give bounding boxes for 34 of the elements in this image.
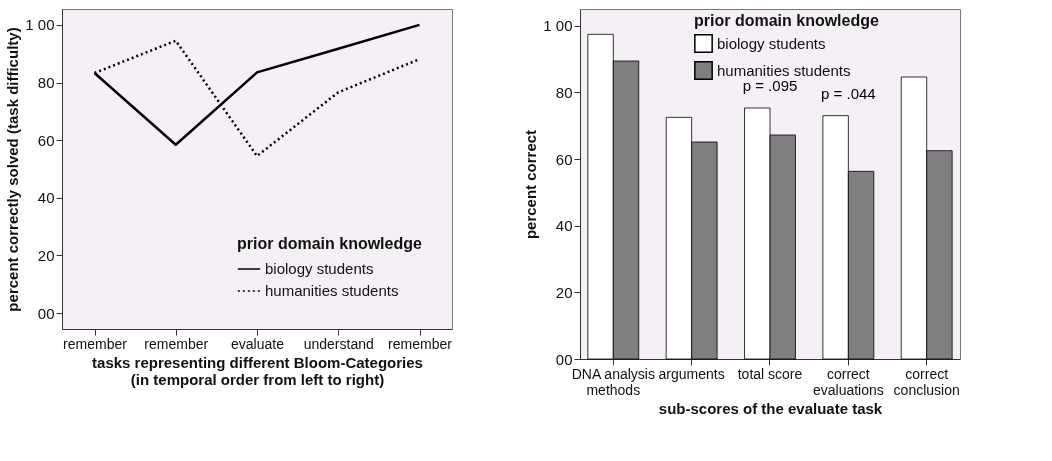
legend-label: humanities students <box>265 282 399 299</box>
y-tick-label: 40 <box>555 217 573 235</box>
y-tick-label: 1 00 <box>543 17 573 35</box>
legend-title: prior domain knowledge <box>694 12 880 29</box>
y-tick-label: 60 <box>555 150 573 168</box>
x-tick-label: correct conclusion <box>893 365 960 398</box>
x-tick-label: understand <box>303 335 374 352</box>
x-tick-label: remember <box>388 335 453 352</box>
y-tick-label: 20 <box>37 246 55 264</box>
y-tick-label: 00 <box>37 304 55 322</box>
legend-label: biology students <box>717 34 826 52</box>
y-tick-label: 1 00 <box>25 16 55 34</box>
y-axis-title: percent correct <box>522 129 540 240</box>
legend-title: prior domain knowledge <box>237 235 423 252</box>
x-tick-label: correct evaluations <box>812 365 884 398</box>
annotation: p = .095 <box>742 77 798 94</box>
x-tick-label: evaluate <box>231 335 285 352</box>
y-tick-label: 00 <box>555 350 573 368</box>
x-axis-title: tasks representing different Bloom-Categories (in temporal order from left to right) <box>92 353 423 388</box>
y-tick-label: 80 <box>555 83 573 101</box>
annotation: p = .044 <box>821 84 876 102</box>
x-axis-title: sub-scores of the evaluate task <box>658 399 883 417</box>
y-tick-label: 80 <box>37 74 55 92</box>
y-axis-title: percent correctly solved (task difficulty) <box>4 27 22 312</box>
y-tick-label: 20 <box>555 283 573 301</box>
x-tick-label: remember <box>144 335 209 352</box>
legend-label: humanities students <box>717 61 851 79</box>
y-tick-label: 60 <box>37 131 55 149</box>
x-tick-label: DNA analysis methods <box>571 365 655 398</box>
x-tick-label: total score <box>737 365 803 382</box>
x-tick-label: arguments <box>658 365 725 382</box>
x-tick-label: remember <box>63 335 128 352</box>
legend-label: biology students <box>265 260 374 277</box>
y-tick-label: 40 <box>37 189 55 207</box>
